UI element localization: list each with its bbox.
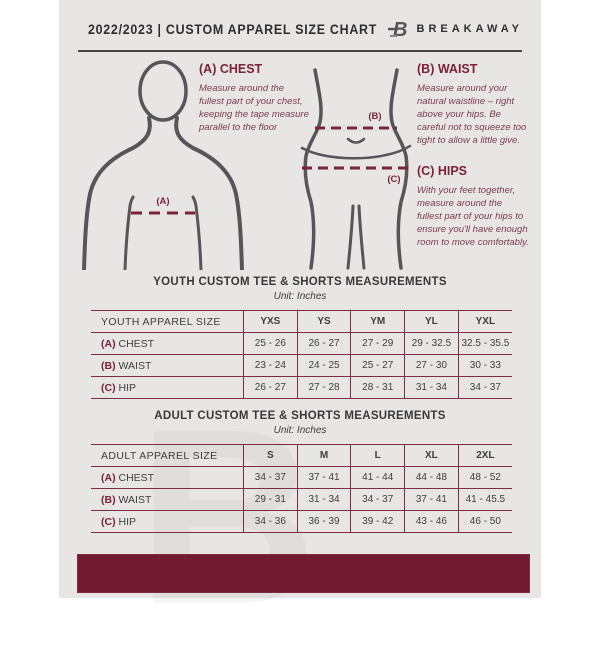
row-label-cell: (A) CHEST — [91, 332, 244, 355]
row-label: HIP — [118, 515, 137, 528]
hips-marker-label: (C) — [387, 174, 400, 185]
value-cell: 25 - 27 — [350, 354, 405, 377]
youth-header-cell: YXS — [243, 310, 298, 333]
lower-body-outline — [300, 68, 412, 270]
value-cell: 46 - 50 — [457, 510, 512, 533]
value-cell: 23 - 24 — [243, 354, 298, 377]
navel-mark — [346, 137, 366, 144]
value-cell: 34 - 36 — [243, 510, 298, 533]
youth-header-cell: YM — [350, 310, 405, 333]
row-prefix: (B) — [101, 359, 116, 372]
value-cell: 34 - 37 — [350, 488, 405, 511]
row-prefix: (C) — [101, 515, 116, 528]
row-prefix: (A) — [101, 337, 116, 350]
value-cell: 36 - 39 — [296, 510, 351, 533]
youth-header-cell: YL — [404, 310, 459, 333]
adult-header-row: ADULT APPAREL SIZE S M L XL 2XL — [91, 444, 512, 467]
value-cell: 25 - 26 — [243, 332, 298, 355]
waist-guide-body: Measure around your natural waistline – … — [417, 83, 527, 147]
value-cell: 24 - 25 — [296, 354, 351, 377]
youth-table-title: YOUTH CUSTOM TEE & SHORTS MEASUREMENTS — [153, 276, 447, 288]
row-label-cell: (C) HIP — [91, 376, 244, 399]
youth-table-unit: Unit: Inches — [273, 291, 327, 302]
adult-header-cell: M — [296, 444, 351, 467]
value-cell: 29 - 32.5 — [404, 332, 459, 355]
adult-table-title: ADULT CUSTOM TEE & SHORTS MEASUREMENTS — [154, 410, 446, 422]
row-label: WAIST — [118, 359, 152, 372]
adult-header-cell: XL — [404, 444, 459, 467]
row-label-cell: (B) WAIST — [91, 488, 244, 511]
youth-size-table: YOUTH APPAREL SIZE YXS YS YM YL YXL (A) … — [91, 310, 512, 399]
torso-figure: (A) — [82, 60, 244, 270]
table-row: (A) CHEST 34 - 37 37 - 41 41 - 44 44 - 4… — [91, 466, 512, 489]
hips-guide-heading: (C) HIPS — [417, 164, 467, 178]
value-cell: 41 - 44 — [350, 466, 405, 489]
value-cell: 26 - 27 — [243, 376, 298, 399]
value-cell: 31 - 34 — [296, 488, 351, 511]
table-row: (C) HIP 34 - 36 36 - 39 39 - 42 43 - 46 … — [91, 510, 512, 533]
row-label-cell: (C) HIP — [91, 510, 244, 533]
adult-header-cell: S — [243, 444, 298, 467]
value-cell: 43 - 46 — [404, 510, 459, 533]
lower-body-figure: (B) (C) — [300, 68, 412, 270]
chest-guide-heading: (A) CHEST — [199, 62, 263, 76]
row-prefix: (C) — [101, 381, 116, 394]
value-cell: 48 - 52 — [457, 466, 512, 489]
value-cell: 41 - 45.5 — [457, 488, 512, 511]
value-cell: 37 - 41 — [404, 488, 459, 511]
row-prefix: (B) — [101, 493, 116, 506]
adult-header-cell: ADULT APPAREL SIZE — [91, 444, 244, 467]
table-row: (C) HIP 26 - 27 27 - 28 28 - 31 31 - 34 … — [91, 376, 512, 399]
youth-header-cell: YS — [296, 310, 351, 333]
chest-guide: (A) CHEST Measure around the fullest par… — [199, 62, 309, 134]
value-cell: 32.5 - 35.5 — [457, 332, 512, 355]
adult-table-unit: Unit: Inches — [273, 425, 327, 436]
adult-header-cell: 2XL — [457, 444, 512, 467]
value-cell: 27 - 29 — [350, 332, 405, 355]
torso-outline — [82, 60, 244, 270]
page-title: 2022/2023 | CUSTOM APPAREL SIZE CHART — [88, 22, 378, 37]
value-cell: 26 - 27 — [296, 332, 351, 355]
value-cell: 34 - 37 — [457, 376, 512, 399]
youth-header-row: YOUTH APPAREL SIZE YXS YS YM YL YXL — [91, 310, 512, 333]
adult-header-cell: L — [350, 444, 405, 467]
header-divider — [78, 50, 522, 52]
chest-marker-label: (A) — [156, 196, 169, 207]
brand-lockup: B BREAKAWAY — [386, 17, 524, 41]
table-row: (B) WAIST 23 - 24 24 - 25 25 - 27 27 - 3… — [91, 354, 512, 377]
waist-guide: (B) WAIST Measure around your natural wa… — [417, 62, 529, 148]
hips-guide: (C) HIPS With your feet together, measur… — [417, 164, 529, 250]
value-cell: 27 - 30 — [404, 354, 459, 377]
row-label: CHEST — [118, 337, 155, 350]
table-row: (B) WAIST 29 - 31 31 - 34 34 - 37 37 - 4… — [91, 488, 512, 511]
row-label-cell: (B) WAIST — [91, 354, 244, 377]
value-cell: 27 - 28 — [296, 376, 351, 399]
value-cell: 28 - 31 — [350, 376, 405, 399]
chest-guide-body: Measure around the fullest part of your … — [199, 83, 309, 134]
row-prefix: (A) — [101, 471, 116, 484]
brand-name: BREAKAWAY — [416, 23, 523, 35]
row-label: CHEST — [118, 471, 155, 484]
youth-header-cell: YOUTH APPAREL SIZE — [91, 310, 244, 333]
hip-curve — [300, 144, 412, 160]
waist-guide-heading: (B) WAIST — [417, 62, 478, 76]
value-cell: 31 - 34 — [404, 376, 459, 399]
waist-marker-label: (B) — [368, 111, 381, 122]
footer-accent-bar — [77, 554, 530, 593]
hips-guide-body: With your feet together, measure around … — [417, 185, 529, 249]
value-cell: 29 - 31 — [243, 488, 298, 511]
breakaway-logo-icon: B — [386, 17, 410, 41]
value-cell: 30 - 33 — [457, 354, 512, 377]
youth-header-cell: YXL — [457, 310, 512, 333]
row-label: HIP — [118, 381, 137, 394]
adult-size-table: ADULT APPAREL SIZE S M L XL 2XL (A) CHES… — [91, 444, 512, 533]
table-row: (A) CHEST 25 - 26 26 - 27 27 - 29 29 - 3… — [91, 332, 512, 355]
row-label-cell: (A) CHEST — [91, 466, 244, 489]
row-label: WAIST — [118, 493, 152, 506]
value-cell: 37 - 41 — [296, 466, 351, 489]
value-cell: 34 - 37 — [243, 466, 298, 489]
size-chart-flyer: 2022/2023 | CUSTOM APPAREL SIZE CHART B … — [59, 0, 541, 642]
value-cell: 44 - 48 — [404, 466, 459, 489]
value-cell: 39 - 42 — [350, 510, 405, 533]
